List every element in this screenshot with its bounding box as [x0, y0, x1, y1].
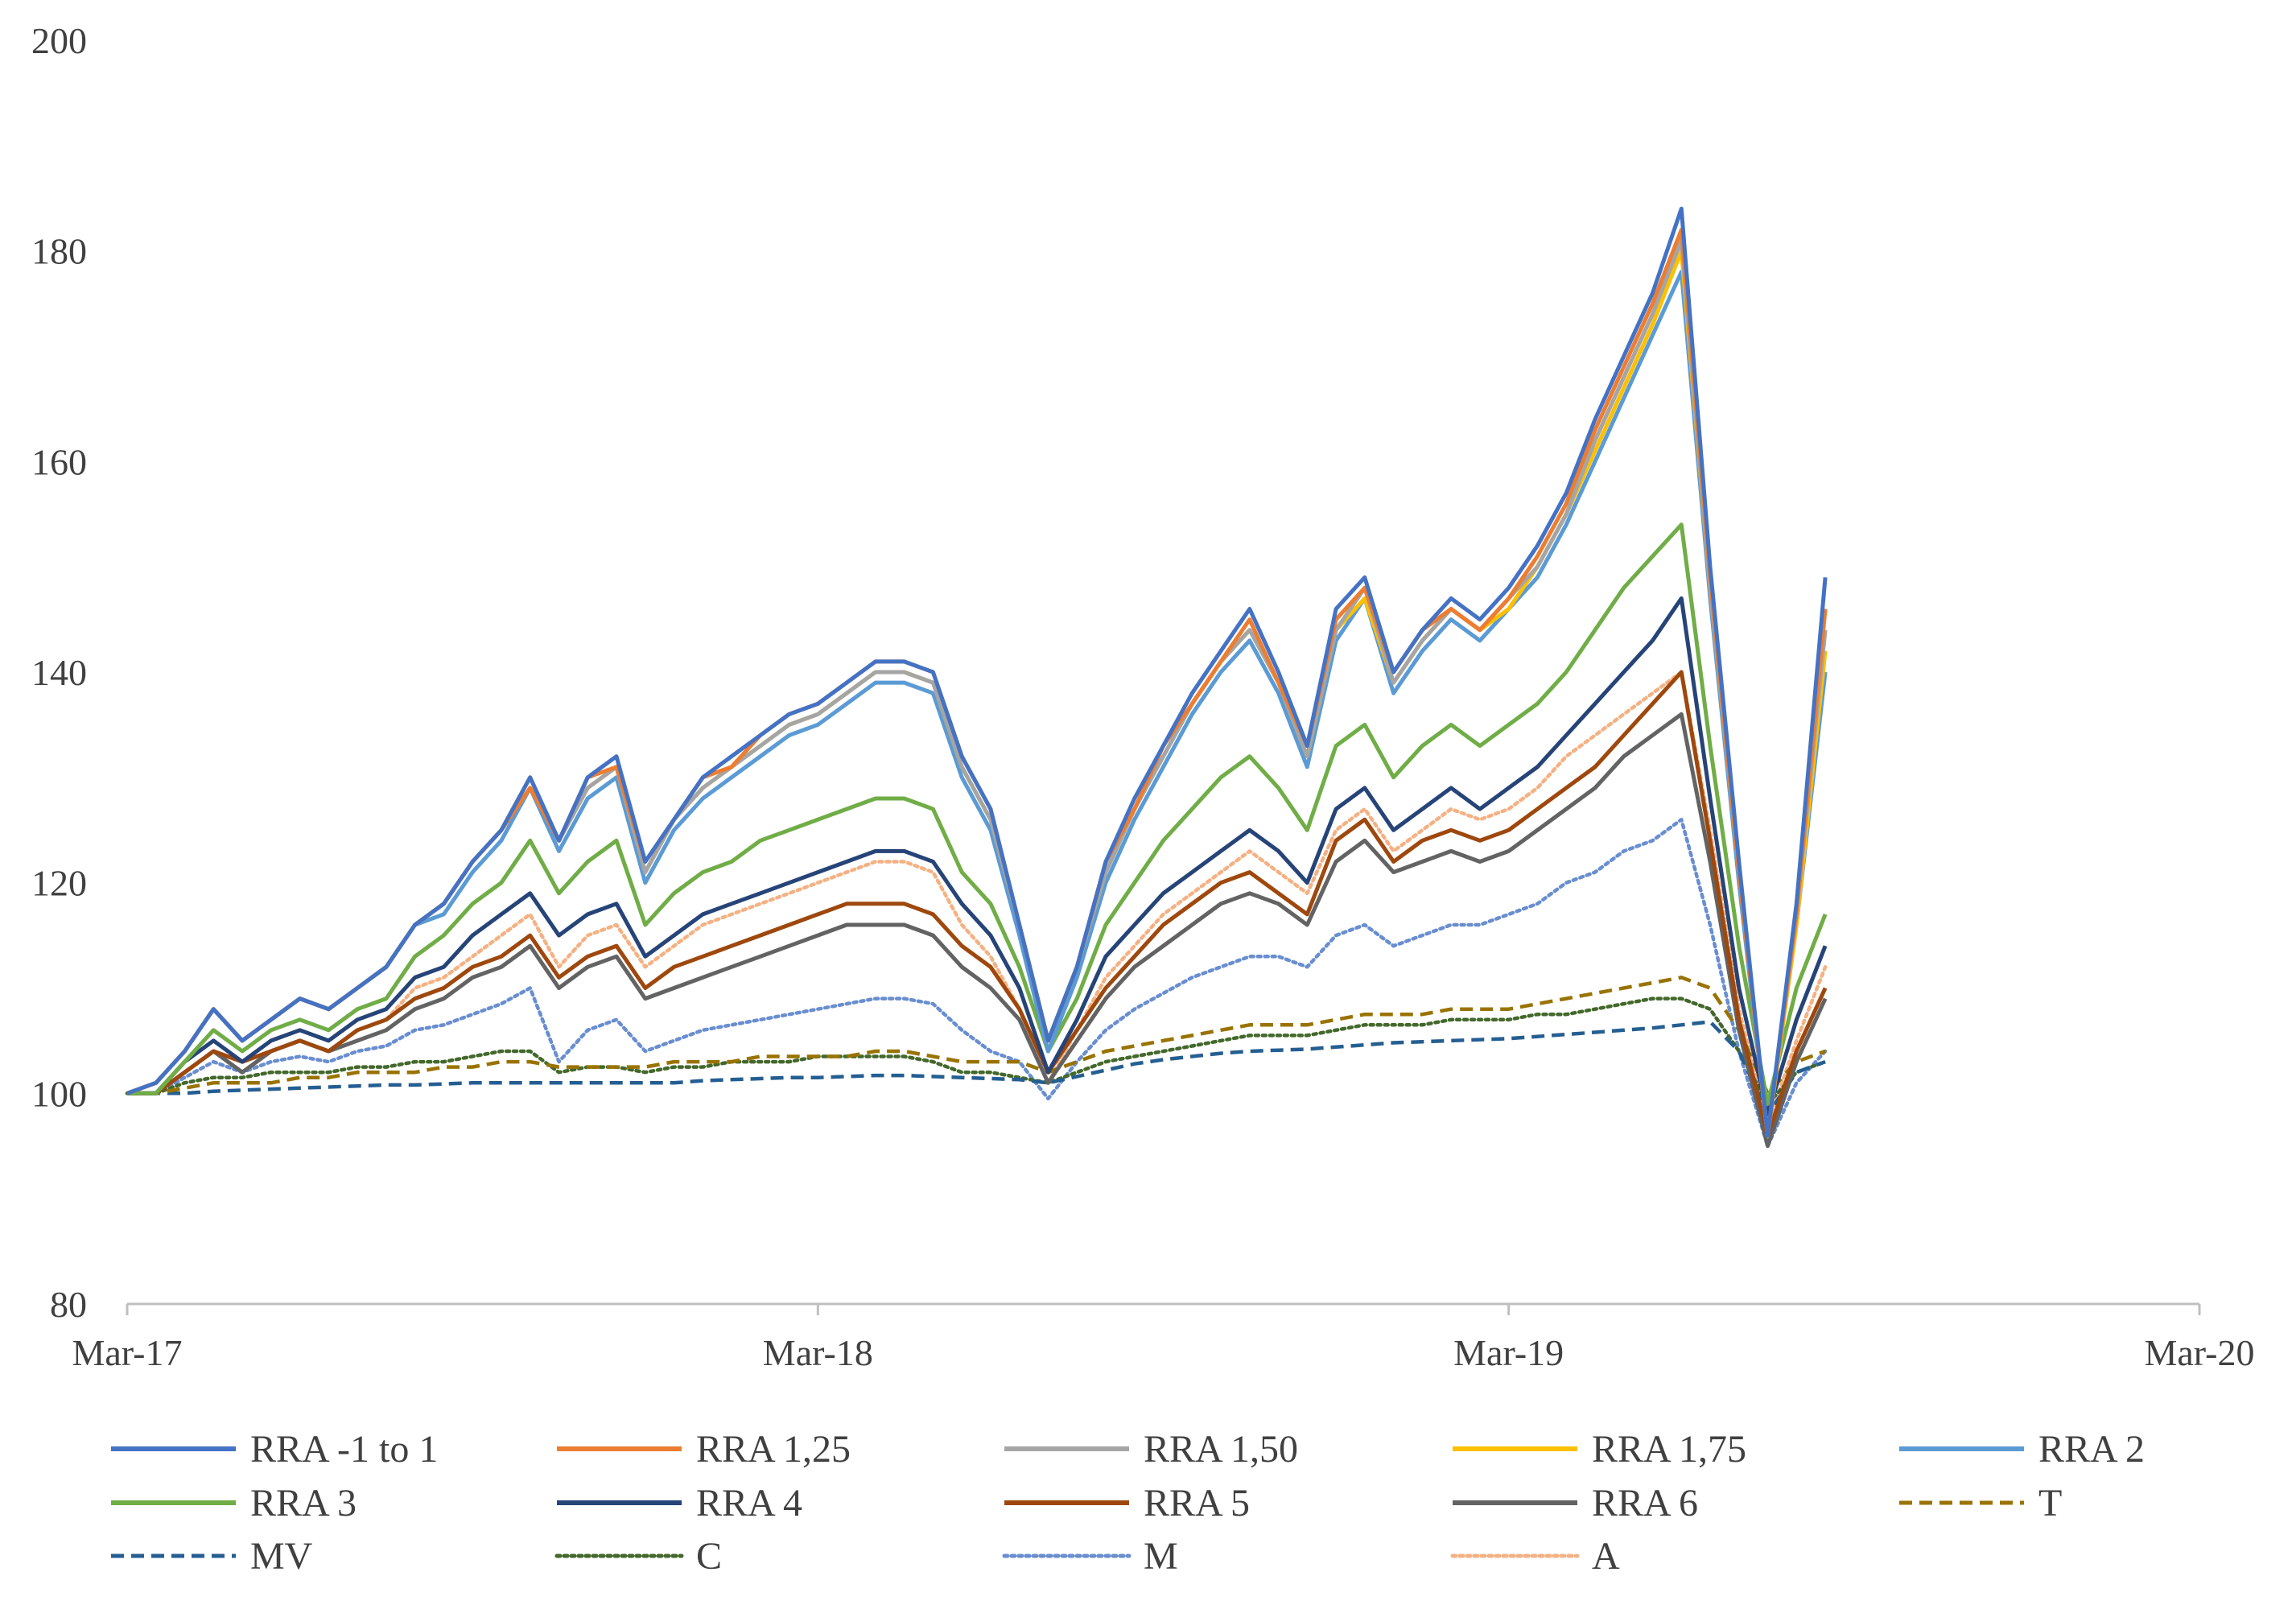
legend-label: RRA 2: [2038, 1428, 2145, 1471]
legend-label: M: [1144, 1535, 1178, 1578]
x-axis: Mar-17 Mar-18 Mar-19 Mar-20: [72, 1304, 2255, 1373]
legend-label: RRA 1,75: [1592, 1428, 1746, 1471]
legend-item: RRA 1,50: [1004, 1428, 1298, 1471]
y-tick-label: 180: [31, 231, 87, 272]
y-tick-label: 120: [31, 863, 87, 904]
x-tick-label: Mar-17: [72, 1332, 182, 1373]
y-tick-label: 200: [31, 20, 87, 61]
series-line-t: [127, 976, 1826, 1095]
legend-item: RRA 5: [1004, 1482, 1250, 1525]
legend-label: MV: [250, 1535, 313, 1578]
legend-item: RRA 3: [111, 1482, 357, 1525]
legend-item: C: [554, 1535, 722, 1578]
legend-item: MV: [111, 1535, 313, 1578]
plot-area: [125, 206, 1828, 1149]
series-line-a: [125, 670, 1828, 1127]
x-tick-label: Mar-20: [2144, 1332, 2254, 1373]
legend-item: RRA 4: [557, 1482, 802, 1525]
legend-item: RRA 6: [1453, 1482, 1698, 1525]
legend-label: RRA 4: [696, 1482, 802, 1525]
legend-label: C: [696, 1535, 722, 1578]
legend-label: RRA 3: [250, 1482, 357, 1525]
legend-label: RRA 1,50: [1144, 1428, 1298, 1471]
legend-label: T: [2038, 1482, 2062, 1525]
legend-label: RRA 6: [1592, 1482, 1698, 1525]
legend-item: M: [1002, 1535, 1178, 1578]
x-tick-label: Mar-18: [763, 1332, 873, 1373]
y-tick-label: 80: [50, 1284, 87, 1325]
series-line-rra-3: [127, 522, 1828, 1106]
series-line-m: [125, 817, 1828, 1149]
series-line-rra-5: [127, 670, 1828, 1138]
legend-item: RRA -1 to 1: [111, 1428, 438, 1471]
y-axis: 80 100 120 140 160 180 200: [31, 20, 87, 1325]
legend-item: RRA 1,75: [1453, 1428, 1746, 1471]
series-line-rra-6: [127, 712, 1828, 1149]
legend-item: T: [1899, 1482, 2062, 1525]
legend-label: RRA 1,25: [696, 1428, 851, 1471]
legend: RRA -1 to 1 RRA 1,25 RRA 1,50 RRA 1,75 RRA 2…: [111, 1428, 2145, 1578]
legend-item: A: [1450, 1535, 1620, 1578]
series-line-c: [125, 996, 1828, 1106]
y-tick-label: 160: [31, 441, 87, 482]
series-line-rra-1-to-1: [126, 206, 1828, 1138]
legend-item: RRA 2: [1899, 1428, 2145, 1471]
y-tick-label: 100: [31, 1073, 87, 1114]
legend-label: RRA 5: [1144, 1482, 1250, 1525]
legend-item: RRA 1,25: [557, 1428, 851, 1471]
legend-label: A: [1592, 1535, 1620, 1578]
x-tick-label: Mar-19: [1453, 1332, 1564, 1373]
y-tick-label: 140: [31, 652, 87, 693]
legend-label: RRA -1 to 1: [250, 1428, 438, 1471]
series-line-mv: [127, 1020, 1826, 1116]
series-line-rra-4: [127, 596, 1828, 1116]
